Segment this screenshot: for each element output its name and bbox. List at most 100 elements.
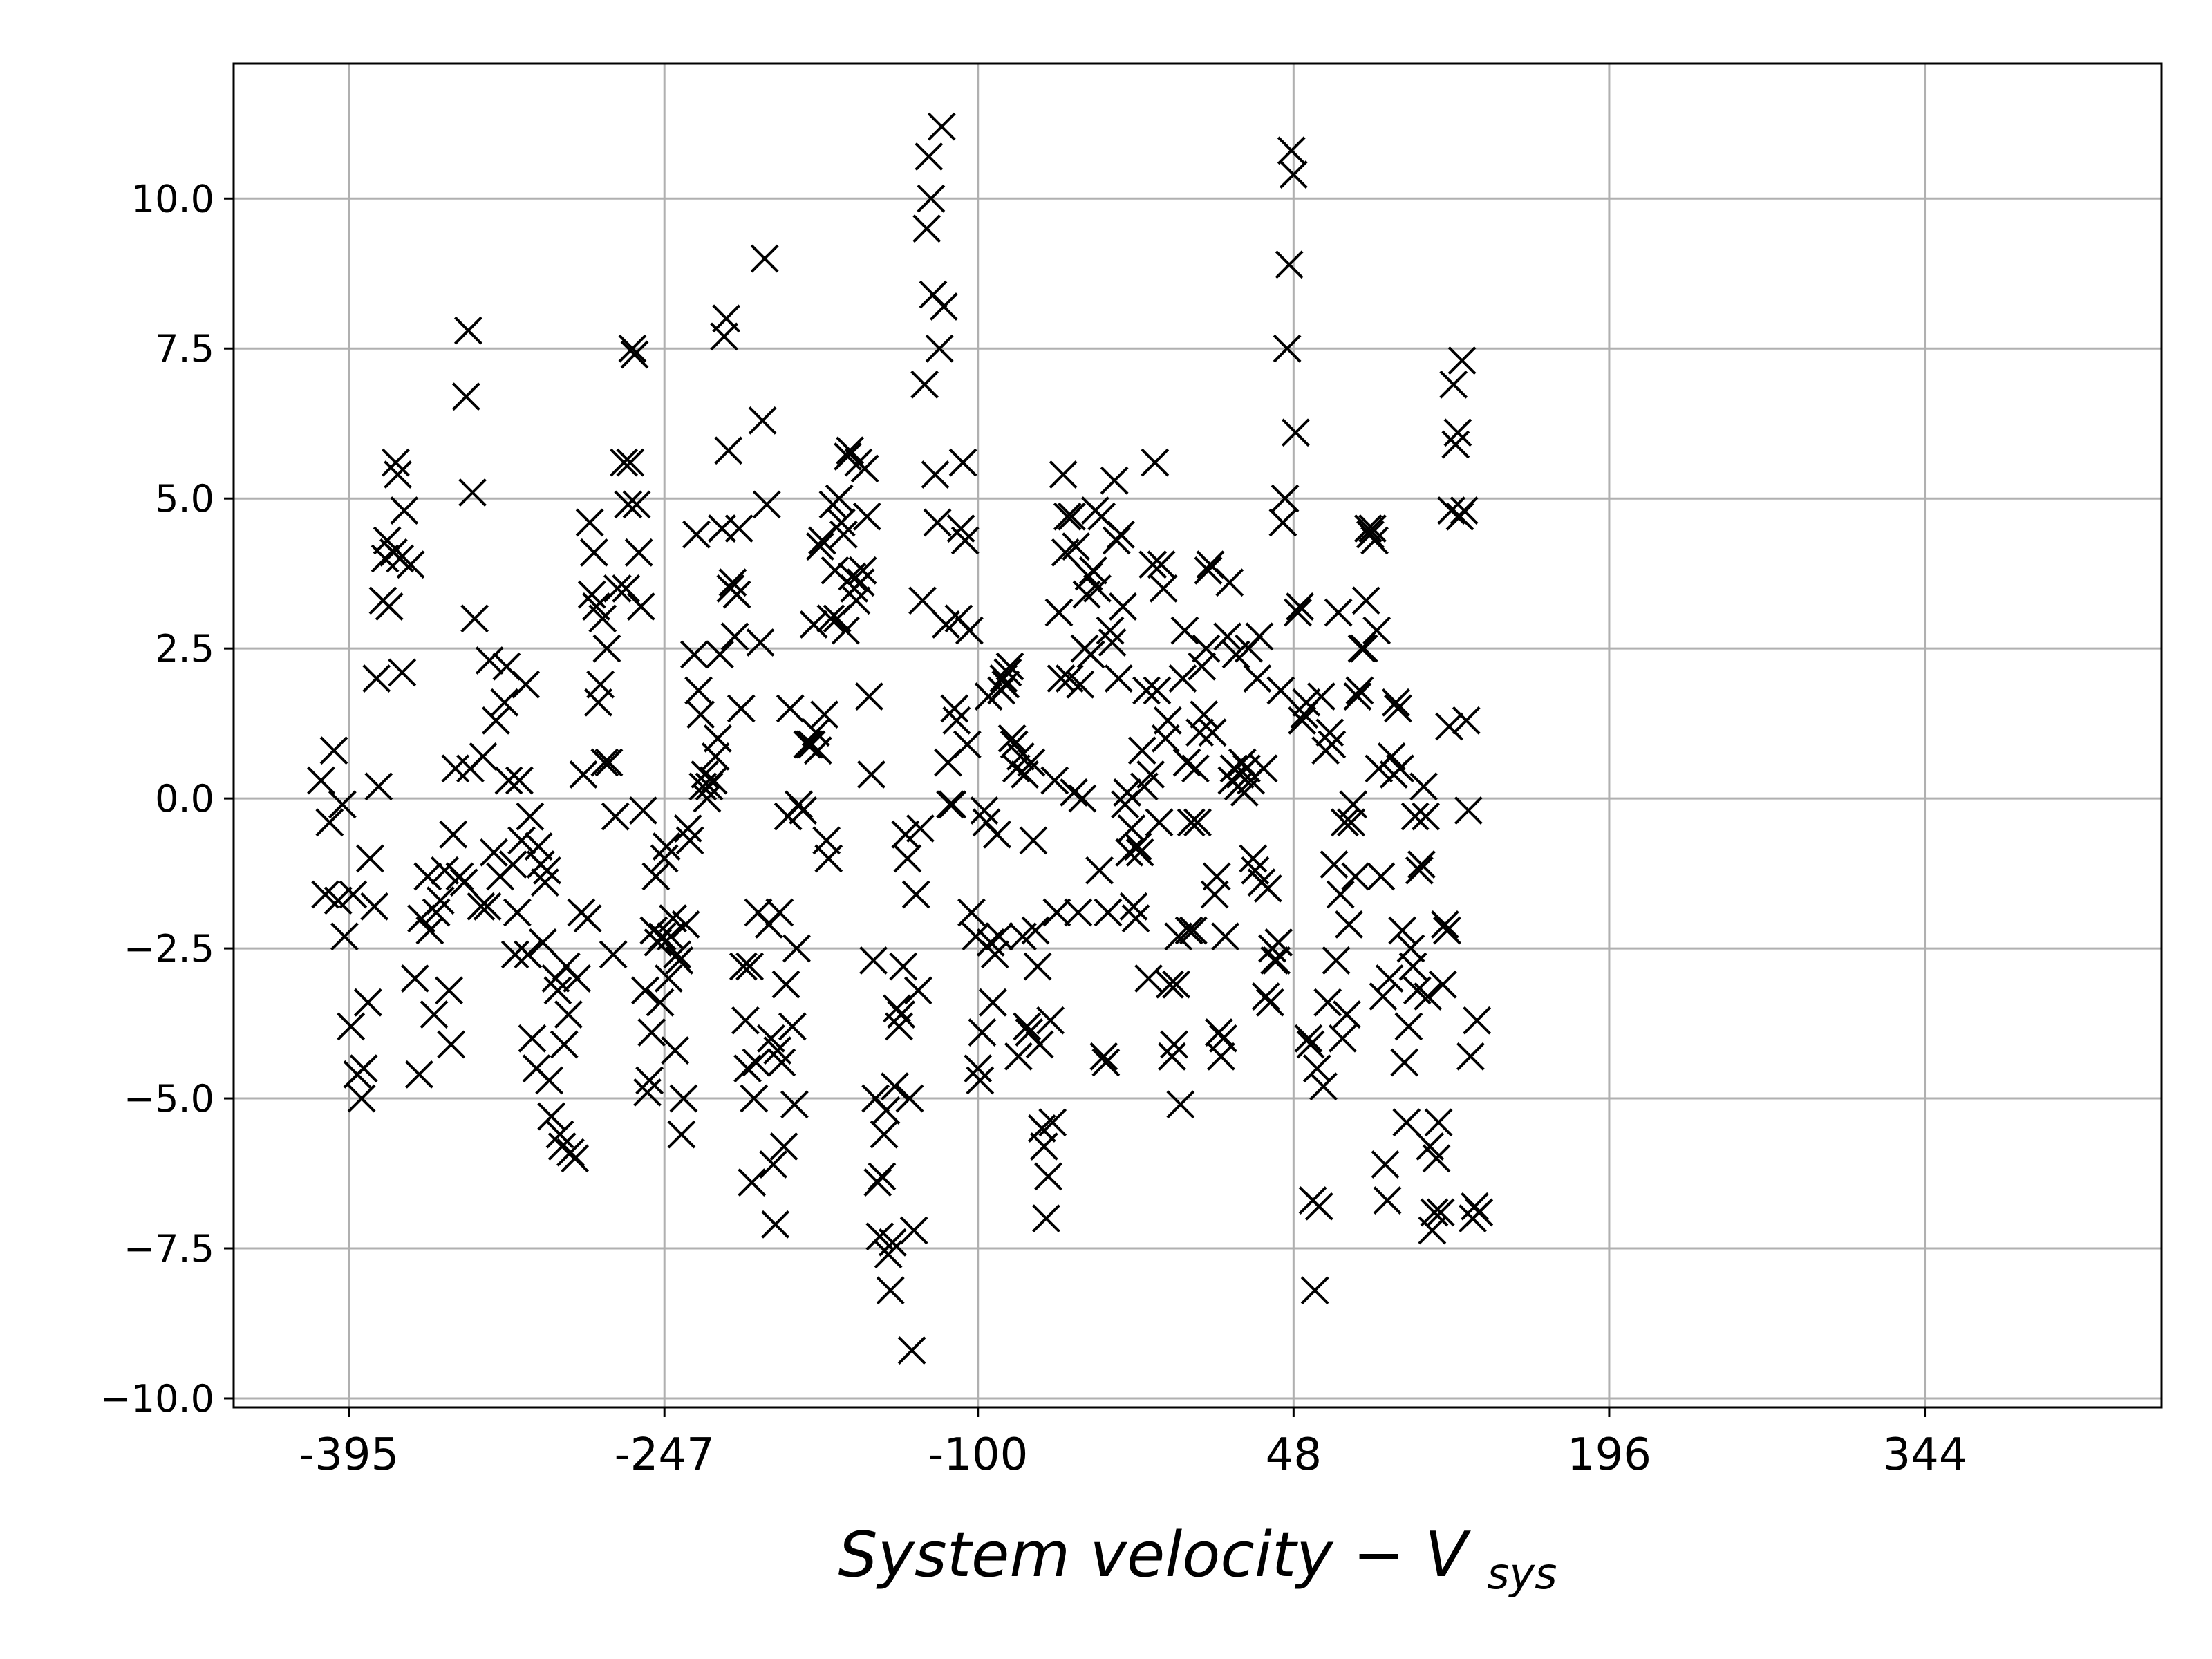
- plot-area-frame: [232, 62, 2163, 1409]
- data-point-marker: [1253, 874, 1282, 903]
- data-point-marker: [588, 604, 617, 633]
- data-point-marker: [550, 1030, 579, 1059]
- data-point-marker: [620, 340, 649, 369]
- data-point-marker: [684, 676, 713, 705]
- x-tick-label: -395: [299, 1430, 399, 1481]
- data-point-marker: [1326, 880, 1355, 909]
- data-point-marker: [970, 796, 999, 825]
- data-point-marker: [388, 658, 417, 687]
- data-point-marker: [825, 484, 854, 513]
- data-point-marker: [885, 1012, 913, 1041]
- data-point-marker: [518, 1024, 547, 1053]
- data-point-marker: [738, 1168, 767, 1197]
- data-point-marker: [1125, 838, 1154, 867]
- data-point-marker: [1412, 802, 1441, 831]
- x-tick-label: 48: [1266, 1430, 1322, 1481]
- data-point-marker: [1064, 898, 1093, 927]
- data-point-marker: [667, 1120, 696, 1149]
- data-point-marker: [752, 490, 781, 519]
- y-tick-label: 7.5: [155, 327, 214, 371]
- data-point-marker: [983, 820, 1011, 849]
- data-point-marker: [1096, 616, 1125, 645]
- data-point-marker: [693, 784, 722, 813]
- data-point-marker: [1360, 526, 1389, 555]
- data-point-marker: [727, 694, 756, 723]
- data-point-marker: [458, 478, 487, 507]
- data-point-marker: [449, 868, 478, 897]
- data-point-marker: [500, 940, 529, 969]
- data-point-marker: [633, 1078, 662, 1107]
- y-tick-label: 5.0: [155, 477, 214, 521]
- data-point-marker: [490, 688, 519, 717]
- data-point-marker: [878, 1228, 907, 1257]
- data-point-marker: [356, 844, 384, 873]
- data-point-marker: [1407, 850, 1436, 879]
- data-point-marker: [814, 844, 843, 873]
- data-point-marker: [1430, 910, 1459, 939]
- data-point-marker: [622, 490, 651, 519]
- data-point-marker: [1362, 616, 1391, 645]
- data-point-marker: [1117, 814, 1146, 843]
- data-point-marker: [720, 622, 749, 651]
- data-point-marker: [652, 832, 681, 861]
- data-point-marker: [603, 574, 632, 603]
- data-point-marker: [1307, 682, 1335, 711]
- data-point-marker: [646, 988, 675, 1017]
- data-point-marker: [852, 502, 881, 531]
- data-point-marker: [895, 1084, 924, 1113]
- data-point-marker: [1345, 676, 1374, 705]
- data-point-marker: [761, 1210, 790, 1239]
- data-point-marker: [789, 796, 818, 825]
- data-point-marker: [569, 760, 598, 789]
- data-point-marker: [1266, 676, 1295, 705]
- data-point-marker: [1422, 1144, 1451, 1173]
- data-point-marker: [906, 814, 935, 843]
- x-axis-label-var: V: [1425, 1519, 1471, 1591]
- data-point-marker: [382, 448, 410, 477]
- data-point-marker: [887, 1000, 916, 1029]
- x-axis-label: System velocity − V sys: [838, 1519, 1557, 1599]
- data-point-marker: [778, 1012, 807, 1041]
- y-tick-label: −7.5: [124, 1227, 214, 1271]
- data-point-marker: [1433, 916, 1461, 945]
- data-point-marker: [1047, 664, 1076, 693]
- data-point-marker: [901, 880, 930, 909]
- x-tick-label: 344: [1882, 1430, 1967, 1481]
- data-point-marker: [910, 370, 939, 399]
- data-point-marker: [1243, 664, 1272, 693]
- data-point-marker: [1213, 622, 1242, 651]
- data-point-marker: [1138, 550, 1168, 579]
- data-point-marker: [441, 754, 470, 783]
- data-point-marker: [1286, 592, 1315, 621]
- data-point-marker: [498, 850, 527, 879]
- data-point-marker: [1185, 718, 1215, 747]
- data-point-marker: [1304, 1192, 1333, 1221]
- data-point-marker: [899, 1216, 928, 1245]
- data-point-marker: [1109, 592, 1137, 621]
- data-point-marker: [1123, 832, 1152, 861]
- data-point-marker: [473, 892, 502, 921]
- y-tick-label: −10.0: [100, 1377, 214, 1421]
- data-point-marker: [1333, 1000, 1361, 1029]
- data-point-marker: [661, 1036, 690, 1065]
- data-point-marker: [1324, 598, 1353, 627]
- data-point-marker: [592, 634, 621, 663]
- data-point-marker: [1456, 1042, 1485, 1071]
- data-point-marker: [750, 244, 779, 273]
- data-point-marker: [1076, 640, 1105, 669]
- data-point-marker: [1179, 916, 1208, 945]
- data-point-marker: [1094, 898, 1123, 927]
- data-point-marker: [893, 844, 922, 873]
- data-point-marker: [1284, 598, 1312, 627]
- data-point-marker: [1375, 964, 1404, 993]
- data-point-marker: [848, 556, 877, 585]
- data-point-marker: [1209, 1024, 1237, 1053]
- data-point-marker: [1147, 550, 1176, 579]
- data-point-marker: [889, 952, 918, 981]
- data-point-marker: [451, 382, 480, 411]
- data-point-marker: [1296, 1030, 1325, 1059]
- data-point-marker: [503, 898, 532, 927]
- data-point-marker: [1068, 784, 1097, 813]
- data-point-marker: [1134, 964, 1163, 993]
- data-point-marker: [545, 1120, 574, 1149]
